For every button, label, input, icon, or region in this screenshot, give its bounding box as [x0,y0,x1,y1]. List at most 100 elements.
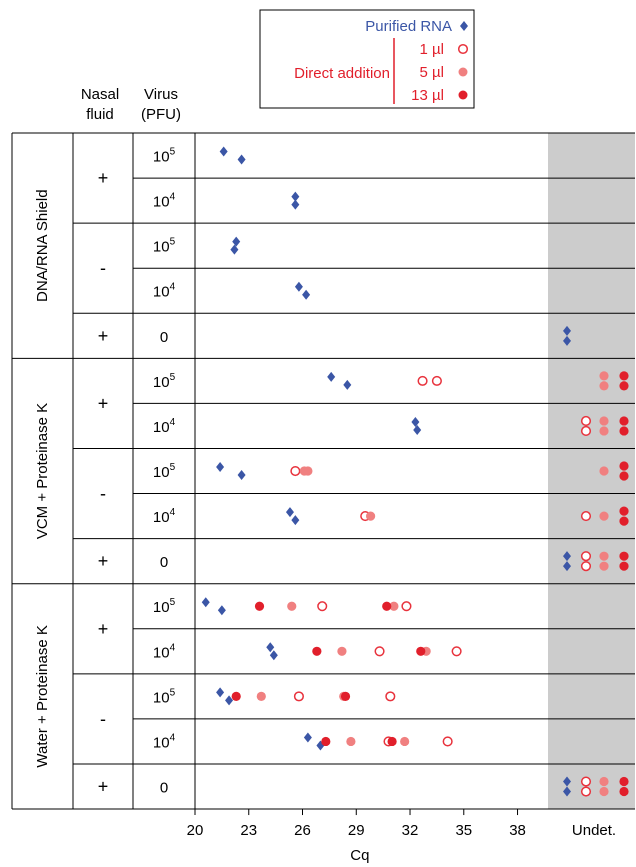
purified-rna-point [411,416,420,427]
direct-v13-point [254,601,265,611]
purified-rna-point [291,199,300,210]
direct-v5-point [287,601,297,611]
direct-v5-point [389,601,399,611]
undetermined-band [548,133,635,809]
nasal-fluid-label: + [98,326,109,346]
purified-rna-point [225,695,234,706]
row-labels: DNA/RNA Shield + - + VCM + Proteinase K + - + Wa… [34,147,176,797]
purified-rna-point [285,507,294,518]
virus-label: 104 [153,192,176,211]
virus-label: 104 [153,507,176,526]
undet-v13-point [619,516,629,526]
purified-rna-point [217,605,226,616]
legend-5ul-marker [458,67,468,77]
direct-v1-point [417,375,428,386]
direct-v13-point [321,736,331,747]
direct-v1-point [317,601,328,612]
virus-label: 105 [153,462,176,481]
legend-1ul-marker [457,43,469,55]
undet-purified-point [563,325,571,336]
undet-v5-point [599,551,609,561]
purified-rna-point [237,470,246,481]
x-tick-label: 35 [455,822,472,839]
virus-header-line2: (PFU) [141,106,181,123]
undet-v13-point [619,416,629,426]
direct-v13-point [416,646,426,656]
undet-v13-point [619,381,629,391]
direct-v13-point [387,736,397,747]
purified-rna-point [413,424,422,435]
legend-1ul-label: 1 µl [420,41,445,58]
legend-13ul-label: 13 µl [411,87,444,104]
virus-label: 105 [153,237,176,256]
purified-rna-point [216,462,225,473]
direct-v13-point [312,646,322,656]
legend-13ul-marker [458,90,468,100]
x-tick-label: 38 [509,822,526,839]
purified-rna-point [232,236,241,247]
undet-v13-point [619,551,629,561]
x-tick-label: 32 [402,822,419,839]
virus-label: 104 [153,642,176,661]
purified-rna-point [302,289,311,300]
direct-v13-point [340,691,351,701]
undet-v5-point [599,426,609,436]
direct-v1-point [431,375,442,386]
group-label: VCM + Proteinase K [34,403,51,539]
undet-v5-point [599,786,609,797]
purified-rna-point [269,650,278,661]
purified-rna-point [266,642,275,653]
nasal-fluid-label: - [100,709,106,729]
column-headers: Nasal fluid Virus (PFU) [81,86,181,123]
virus-label: 105 [153,597,176,616]
direct-v1-point [451,646,462,657]
direct-v5-point [337,646,347,656]
undetermined-label: Undet. [572,822,616,839]
virus-label: 104 [153,417,176,436]
virus-header-line1: Virus [144,86,178,103]
x-axis: 20 23 26 29 32 35 38 Undet. Cq [187,809,616,864]
undet-v13-point [619,776,629,787]
nasal-fluid-label: - [100,484,106,504]
data-points [201,146,629,797]
legend-5ul-label: 5 µl [420,64,445,81]
group-label: Water + Proteinase K [34,625,51,767]
undet-v13-point [619,786,629,797]
undet-v1-point [580,786,592,797]
virus-label: 0 [160,780,168,797]
purified-rna-point [343,379,352,390]
direct-v5-point [346,736,356,747]
undet-v13-point [619,561,629,571]
undet-v5-point [599,416,609,426]
legend-direct-label: Direct addition [294,65,390,82]
undet-v5-point [599,381,609,391]
nasal-fluid-label: - [100,258,106,278]
undet-v13-point [619,471,629,481]
nasal-fluid-label: + [98,168,109,188]
x-tick-label: 20 [187,822,204,839]
nasal-fluid-label: + [98,393,109,413]
direct-v1-point [442,736,453,747]
direct-v5-point [256,691,266,701]
direct-v5-point [366,511,376,521]
direct-v5-point [299,466,309,476]
x-tick-label: 23 [240,822,257,839]
table-grid [11,132,635,810]
virus-label: 104 [153,282,176,301]
direct-v1-point [290,465,301,477]
undet-v1-point [580,415,592,427]
virus-label: 105 [153,147,176,166]
nasal-header-line1: Nasal [81,86,119,103]
virus-label: 104 [153,732,176,751]
undet-v13-point [619,371,629,381]
undet-v1-point [580,776,592,787]
undet-v5-point [599,561,609,571]
undet-v1-point [580,425,592,437]
undet-v1-point [580,551,592,562]
virus-label: 105 [153,372,176,391]
undet-v5-point [599,466,609,476]
undet-v13-point [619,506,629,516]
virus-label: 0 [160,329,168,346]
purified-rna-point [230,244,239,255]
x-axis-label: Cq [350,847,369,864]
